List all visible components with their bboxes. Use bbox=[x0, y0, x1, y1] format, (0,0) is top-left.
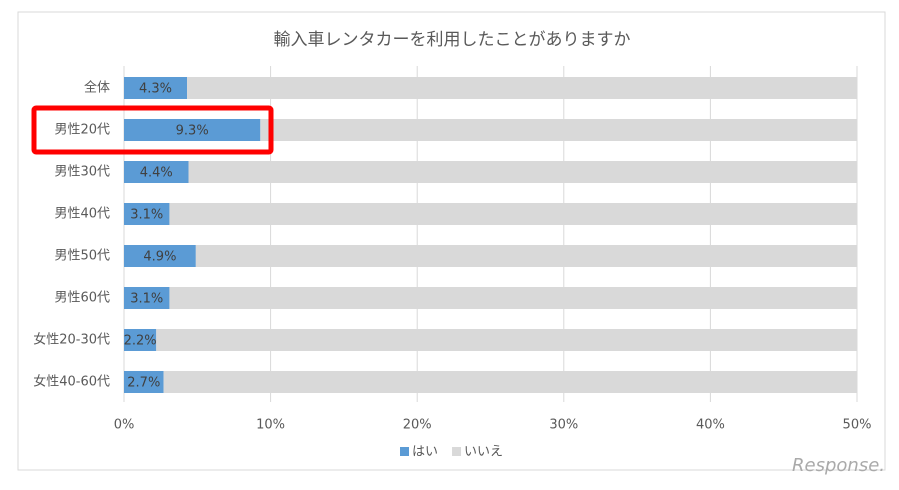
x-tick-label: 30% bbox=[549, 418, 578, 433]
highlight-box bbox=[31, 105, 274, 155]
bar bbox=[187, 77, 857, 99]
bar bbox=[124, 77, 188, 99]
bar bbox=[260, 119, 857, 141]
y-tick-label: 男性30代 bbox=[54, 165, 110, 180]
bar bbox=[124, 287, 170, 309]
data-label: 4.3% bbox=[139, 82, 172, 97]
x-tick-label: 0% bbox=[114, 418, 135, 433]
data-label: 4.9% bbox=[143, 250, 176, 265]
bar bbox=[163, 371, 857, 393]
bar bbox=[124, 245, 196, 267]
watermark: Response. bbox=[792, 455, 885, 476]
legend-swatch bbox=[400, 447, 409, 456]
legend-swatch bbox=[452, 447, 462, 456]
bar bbox=[124, 329, 157, 351]
bar bbox=[195, 245, 857, 267]
data-label: 4.4% bbox=[140, 166, 173, 181]
bar bbox=[124, 371, 164, 393]
bar bbox=[124, 203, 170, 225]
x-tick-label: 50% bbox=[843, 418, 872, 433]
bar bbox=[169, 203, 857, 225]
bar bbox=[188, 161, 857, 183]
x-tick-label: 10% bbox=[256, 418, 285, 433]
data-label: 9.3% bbox=[176, 124, 209, 139]
y-tick-label: 男性20代 bbox=[54, 123, 110, 138]
bar bbox=[124, 119, 261, 141]
data-label: 2.2% bbox=[124, 334, 157, 349]
chart-title: 輸入車レンタカーを利用したことがありますか bbox=[274, 30, 631, 50]
bar bbox=[169, 287, 857, 309]
bar bbox=[124, 161, 189, 183]
y-tick-label: 男性50代 bbox=[54, 249, 110, 264]
y-tick-label: 女性40-60代 bbox=[33, 374, 110, 390]
y-tick-label: 男性40代 bbox=[54, 207, 110, 222]
y-tick-label: 女性20-30代 bbox=[33, 332, 110, 348]
legend-label: はい bbox=[412, 445, 438, 460]
data-label: 3.1% bbox=[130, 292, 163, 307]
legend-label: いいえ bbox=[464, 445, 503, 460]
bars bbox=[124, 77, 857, 393]
x-tick-label: 20% bbox=[403, 418, 432, 433]
bar bbox=[156, 329, 857, 351]
x-tick-label: 40% bbox=[696, 418, 725, 433]
y-tick-label: 男性60代 bbox=[54, 291, 110, 306]
data-label: 2.7% bbox=[127, 376, 160, 391]
y-tick-label: 全体 bbox=[84, 80, 110, 96]
data-label: 3.1% bbox=[130, 208, 163, 223]
labels: 0% 10% 20% 30% 40% 50% 全体 4.3% 男性20代 9.3% 男性30代 4.4… bbox=[33, 80, 871, 460]
